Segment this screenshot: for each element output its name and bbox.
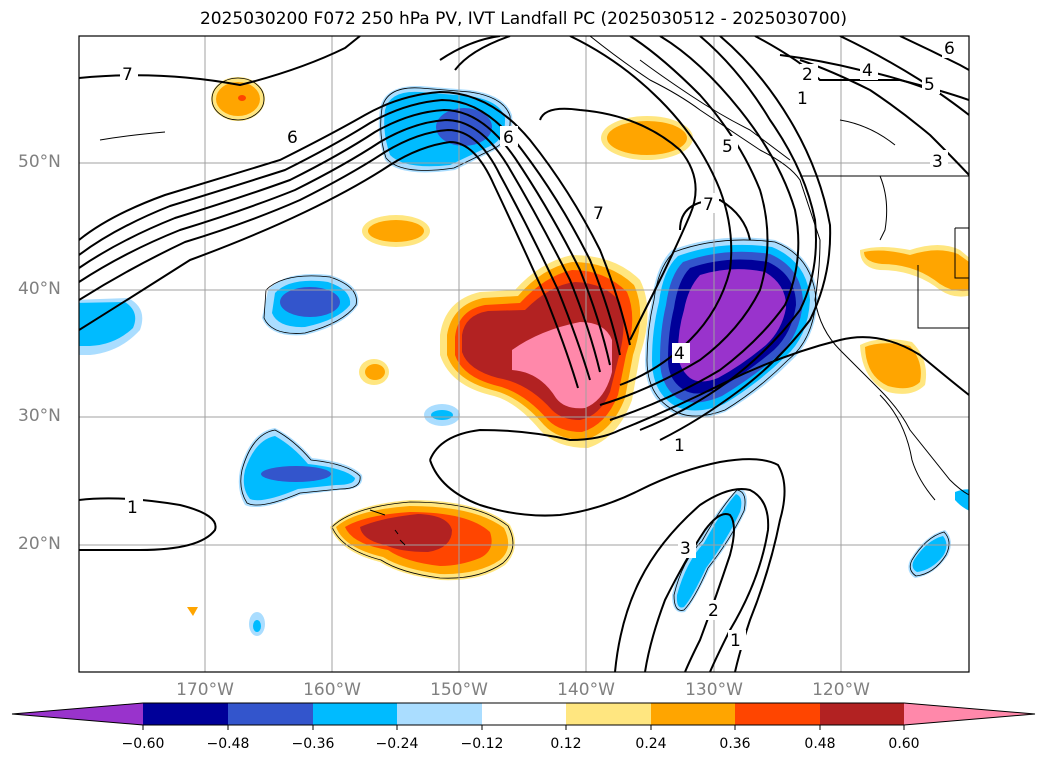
contour-label: 6 <box>287 128 298 148</box>
lat-label: 30°N <box>18 406 61 426</box>
contour-label: 7 <box>593 204 604 224</box>
lat-label: 20°N <box>18 534 61 554</box>
contour-label: 1 <box>127 498 138 518</box>
colorbar-tick: 0.12 <box>550 736 582 752</box>
colorbar-tick: −0.60 <box>121 736 165 752</box>
contour-lines <box>79 36 969 672</box>
contour-label: 1 <box>730 631 741 651</box>
shading-layer <box>79 77 969 636</box>
colorbar-tick: −0.48 <box>206 736 250 752</box>
colorbar-tick: 0.24 <box>635 736 667 752</box>
colorbar-tick: −0.24 <box>375 736 419 752</box>
map-frame <box>78 35 970 673</box>
contour-label: 2 <box>708 601 719 621</box>
lat-label: 50°N <box>18 152 61 172</box>
contour-label: 5 <box>924 75 935 95</box>
lon-label: 140°W <box>557 680 615 700</box>
lon-label: 160°W <box>303 680 361 700</box>
colorbar-tick: 0.60 <box>888 736 920 752</box>
contour-labels: 7 6 6 7 7 2 4 5 1 3 5 4 1 1 <box>120 38 960 651</box>
colorbar-tick: 0.48 <box>804 736 836 752</box>
contour-label: 1 <box>674 436 685 456</box>
colorbar-extend-low <box>12 703 143 725</box>
contour-label: 6 <box>503 128 514 148</box>
lat-label: 40°N <box>18 279 61 299</box>
map-title: 2025030200 F072 250 hPa PV, IVT Landfall… <box>199 9 847 29</box>
lon-label: 150°W <box>430 680 488 700</box>
colorbar-tick: −0.12 <box>460 736 504 752</box>
colorbar-extend-high <box>904 703 1035 725</box>
contour-label: 4 <box>862 61 873 81</box>
contour-label: 2 <box>802 65 813 85</box>
colorbar <box>11 702 1036 730</box>
contour-label: 3 <box>680 539 691 559</box>
contour-label: 5 <box>722 137 733 157</box>
colorbar-tick: −0.36 <box>291 736 335 752</box>
graticule <box>79 36 969 672</box>
contour-label: 1 <box>797 89 808 109</box>
contour-label: 3 <box>932 152 943 172</box>
contour-label: 6 <box>944 39 955 59</box>
lon-label: 170°W <box>176 680 234 700</box>
contour-label: 7 <box>122 65 133 85</box>
coastline <box>99 36 969 546</box>
contour-label: 4 <box>674 344 685 364</box>
colorbar-tick: 0.36 <box>719 736 751 752</box>
contour-label: 7 <box>703 195 714 215</box>
lon-label: 130°W <box>685 680 743 700</box>
lon-label: 120°W <box>812 680 870 700</box>
